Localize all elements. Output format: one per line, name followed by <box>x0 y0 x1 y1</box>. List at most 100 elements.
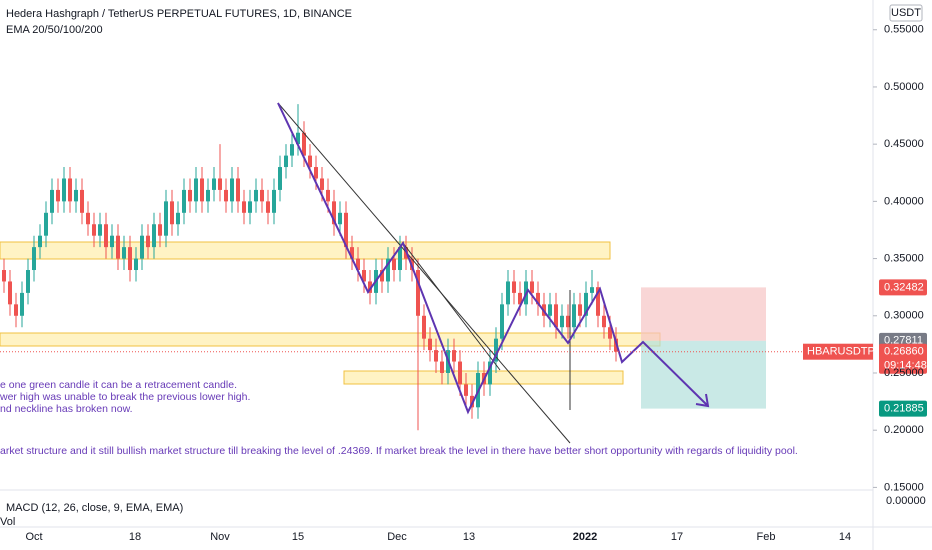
price-tag <box>879 279 927 296</box>
candle-body <box>80 189 84 213</box>
arrow-head <box>695 393 710 408</box>
candle-body <box>68 178 72 202</box>
macd-label: MACD (12, 26, close, 9, EMA, EMA) <box>6 502 183 514</box>
candle-body <box>272 189 276 213</box>
candle-body <box>44 212 48 236</box>
candle-body <box>74 189 78 202</box>
candle-body <box>284 155 288 168</box>
symbol-tag <box>803 343 873 360</box>
candle-body <box>98 224 102 236</box>
trend-line <box>277 102 571 444</box>
candle-body <box>326 189 330 202</box>
y-tick-label: 0.35000 <box>884 252 924 264</box>
candle-body <box>128 247 132 271</box>
pattern-lines <box>277 102 710 444</box>
candles <box>2 104 618 431</box>
candle-body <box>152 224 156 248</box>
candle-body <box>140 235 144 259</box>
candle-body <box>386 258 390 282</box>
candle-body <box>62 178 66 202</box>
symbol-tag-label: HBARUSDTPERP <box>807 346 897 358</box>
candle-body <box>56 189 60 202</box>
candle-body <box>596 287 600 316</box>
candle-body <box>212 178 216 190</box>
currency: USDT <box>891 7 921 19</box>
candle-body <box>506 281 510 305</box>
candle-body <box>398 247 402 271</box>
reward-box <box>641 340 766 409</box>
candle-body <box>608 327 612 339</box>
candle-body <box>314 167 318 179</box>
candle-body <box>194 178 198 202</box>
candle-body <box>164 201 168 236</box>
price-tags: 0.324820.278110.21885HBARUSDTPERP0.26860… <box>0 279 927 417</box>
candle-body <box>32 247 36 271</box>
annotation: nd neckline has broken now. <box>0 403 133 415</box>
candle-body <box>380 270 384 282</box>
candle-body <box>38 235 42 248</box>
candle-body <box>536 292 540 305</box>
candle-body <box>224 189 228 202</box>
candle-body <box>170 201 174 225</box>
y-tick-label: 0.55000 <box>884 24 924 36</box>
candle-body <box>158 224 162 236</box>
annotation: wer high was unable to break the previou… <box>0 391 250 403</box>
pattern-path <box>277 102 709 415</box>
x-tick-label: Oct <box>25 531 42 543</box>
candle-body <box>176 212 180 225</box>
x-tick-label: 13 <box>463 531 475 543</box>
x-tick-label: 2022 <box>573 531 597 543</box>
candle-body <box>470 395 474 408</box>
price-tag <box>879 400 927 417</box>
chart-title: Hedera Hashgraph / TetherUS PERPETUAL FU… <box>6 8 352 20</box>
candle-body <box>2 270 6 282</box>
candle-body <box>86 212 90 225</box>
x-tick-label: Dec <box>387 531 407 543</box>
candle-body <box>14 304 18 316</box>
zone <box>0 241 611 260</box>
vol-label: Vol <box>0 516 15 528</box>
candle-body <box>590 287 594 293</box>
candle-body <box>182 189 186 213</box>
x-tick-label: 15 <box>292 531 304 543</box>
y-tick-label: 0.50000 <box>884 81 924 93</box>
candle-body <box>578 304 582 316</box>
candle-body <box>458 361 462 385</box>
currency-box[interactable] <box>889 4 923 22</box>
candle-body <box>254 189 258 202</box>
candle-body <box>428 338 432 351</box>
candle-body <box>296 132 300 145</box>
candle-body <box>320 178 324 190</box>
candle-body <box>392 258 396 271</box>
candle-body <box>572 304 576 328</box>
candle-body <box>134 258 138 271</box>
candle-body <box>266 201 270 213</box>
x-tick-label: Nov <box>210 531 230 543</box>
candle-body <box>494 338 498 362</box>
candle-body <box>500 304 504 339</box>
candle-body <box>512 281 516 293</box>
last-price-label: 0.26860 <box>884 346 924 358</box>
candle-body <box>116 235 120 259</box>
candle-body <box>146 235 150 248</box>
candle-body <box>332 201 336 225</box>
candle-body <box>218 178 222 190</box>
candle-body <box>518 292 522 305</box>
candle-body <box>242 201 246 213</box>
x-tick-label: 18 <box>129 531 141 543</box>
macd-zero: 0.00000 <box>886 495 926 507</box>
candle-body <box>110 235 114 248</box>
candle-body <box>530 281 534 293</box>
candle-body <box>260 189 264 202</box>
candle-body <box>278 167 282 190</box>
candle-body <box>362 270 366 282</box>
candle-body <box>230 178 234 202</box>
candle-body <box>344 212 348 248</box>
annotation: arket structure and it still bullish mar… <box>0 445 798 457</box>
trend-line <box>402 242 501 371</box>
risk-box <box>641 287 766 341</box>
candle-body <box>206 189 210 202</box>
countdown: 09:14:48 <box>884 360 927 372</box>
y-tick-label: 0.40000 <box>884 195 924 207</box>
